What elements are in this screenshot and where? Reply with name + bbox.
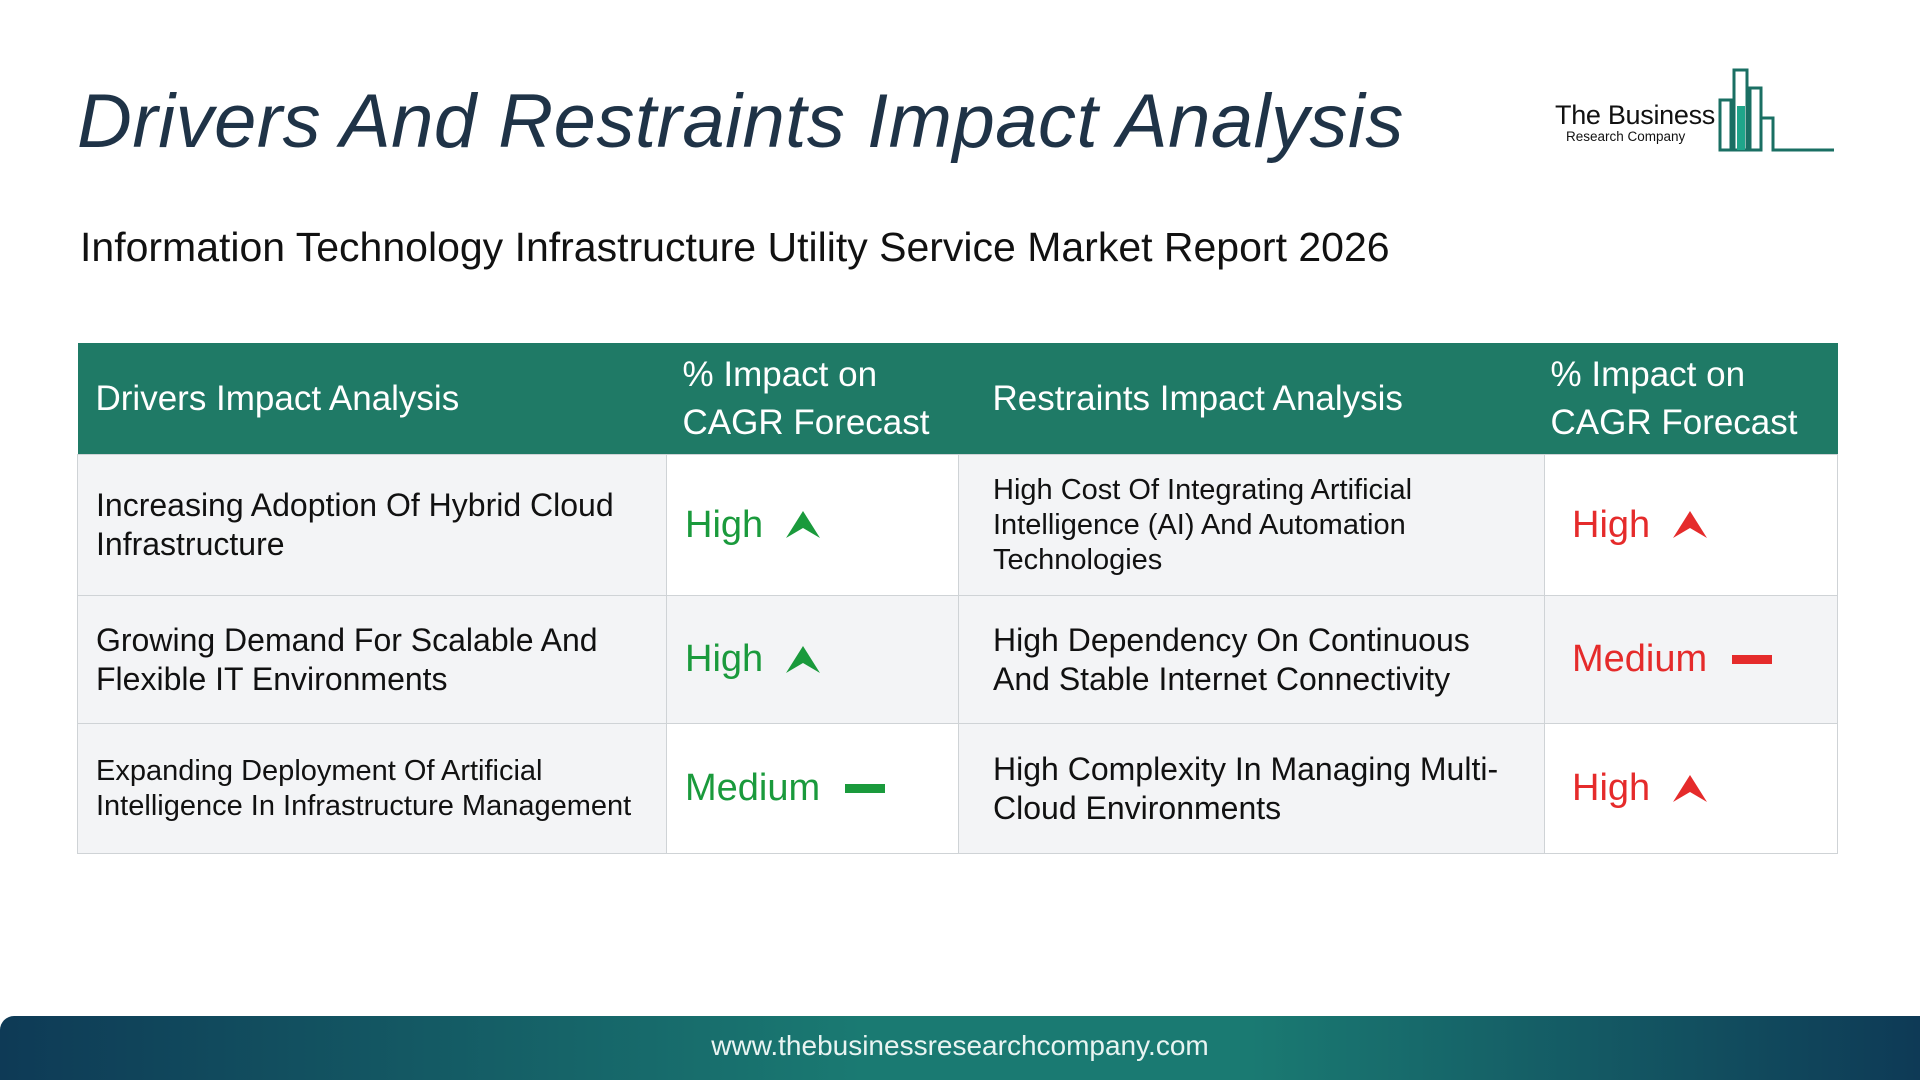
- drivers-impact-header: % Impact on CAGR Forecast: [666, 343, 959, 455]
- table-row: Growing Demand For Scalable And Flexible…: [77, 595, 1838, 724]
- restraint-impact-cell: High: [1544, 723, 1838, 854]
- restraint-impact-label: High: [1572, 503, 1651, 546]
- driver-impact-cell: Medium: [666, 723, 959, 854]
- restraints-header: Restraints Impact Analysis: [958, 343, 1545, 455]
- up-arrow-icon: [1672, 511, 1707, 538]
- drivers-header: Drivers Impact Analysis: [77, 343, 667, 455]
- logo-name: The Business: [1555, 100, 1715, 130]
- driver-cell: Expanding Deployment Of Artificial Intel…: [77, 723, 667, 854]
- restraint-impact-label: Medium: [1572, 638, 1708, 680]
- up-arrow-icon: [785, 511, 820, 538]
- driver-impact-cell: High: [666, 595, 959, 724]
- report-subtitle: Information Technology Infrastructure Ut…: [80, 224, 1390, 270]
- up-arrow-icon: [1672, 774, 1707, 802]
- driver-cell: Increasing Adoption Of Hybrid Cloud Infr…: [77, 454, 667, 596]
- driver-impact-cell: High: [666, 454, 959, 596]
- page-title: Drivers And Restraints Impact Analysis: [77, 79, 1404, 164]
- table-header-row: Drivers Impact Analysis % Impact on CAGR…: [77, 343, 1838, 455]
- footer-bar: www.thebusinessresearchcompany.com: [0, 1016, 1920, 1080]
- restraint-cell: High Dependency On Continuous And Stable…: [958, 595, 1545, 724]
- restraints-impact-header: % Impact on CAGR Forecast: [1544, 343, 1838, 455]
- restraint-impact-cell: High: [1544, 454, 1838, 596]
- impact-table: Drivers Impact Analysis % Impact on CAGR…: [77, 343, 1838, 854]
- dash-icon: [1731, 655, 1772, 664]
- driver-impact-label: Medium: [685, 767, 821, 809]
- logo-tagline: Research Company: [1566, 129, 1686, 144]
- driver-cell: Growing Demand For Scalable And Flexible…: [77, 595, 667, 724]
- up-arrow-icon: [785, 645, 820, 673]
- dash-icon: [844, 784, 885, 793]
- bar-chart-logo-icon: [1718, 68, 1834, 152]
- restraint-cell: High Complexity In Managing Multi-Cloud …: [958, 723, 1545, 854]
- footer-website-link[interactable]: www.thebusinessresearchcompany.com: [711, 1030, 1209, 1061]
- table-row: Increasing Adoption Of Hybrid Cloud Infr…: [77, 454, 1838, 596]
- restraint-impact-cell: Medium: [1544, 595, 1838, 724]
- company-logo: The Business Research Company: [1555, 66, 1835, 156]
- driver-impact-label: High: [685, 503, 764, 546]
- driver-impact-label: High: [685, 638, 764, 680]
- table-row: Expanding Deployment Of Artificial Intel…: [77, 723, 1838, 854]
- restraint-impact-label: High: [1572, 767, 1651, 809]
- restraint-cell: High Cost Of Integrating Artificial Inte…: [958, 454, 1545, 596]
